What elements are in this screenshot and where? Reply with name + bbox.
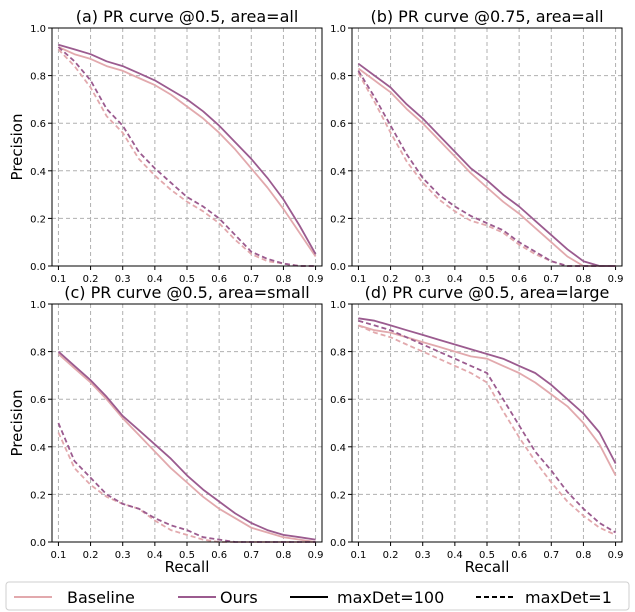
x-tick-label: 0.4 xyxy=(147,274,163,285)
x-tick-label: 0.3 xyxy=(115,550,131,561)
x-tick-label: 0.9 xyxy=(608,550,624,561)
y-tick-label: 0.8 xyxy=(330,72,346,83)
y-tick-label: 0.4 xyxy=(30,167,46,178)
chart-title: (a) PR curve @0.5, area=all xyxy=(76,7,299,26)
x-tick-label: 0.2 xyxy=(83,550,99,561)
x-tick-label: 0.6 xyxy=(211,274,227,285)
series-line-baseline-solid xyxy=(357,67,616,267)
x-tick-label: 0.1 xyxy=(350,274,366,285)
y-tick-label: 0.6 xyxy=(30,119,46,130)
series-line-baseline-solid xyxy=(58,46,317,258)
series-line-baseline-dashed xyxy=(357,72,616,267)
y-tick-label: 0.6 xyxy=(330,119,346,130)
x-tick-label: 0.8 xyxy=(275,550,291,561)
x-tick-label: 0.5 xyxy=(479,274,495,285)
series-line-ours-solid xyxy=(57,350,316,541)
y-axis-label: Precision xyxy=(8,114,26,181)
chart-panel: 0.0 0.2 0.4 0.6 0.8 1.0 0.1 0.2 0.3 0.4 0.5 0.6 0.7 0… xyxy=(330,7,623,285)
plot-frame xyxy=(51,27,323,267)
x-tick-label: 0.6 xyxy=(511,550,527,561)
y-tick-label: 0.0 xyxy=(30,262,46,273)
x-axis-label: Recall xyxy=(165,558,210,576)
x-tick-label: 0.9 xyxy=(608,274,624,285)
x-tick-label: 0.9 xyxy=(308,550,324,561)
x-tick-label: 0.1 xyxy=(350,550,366,561)
x-tick-label: 0.8 xyxy=(575,274,591,285)
x-tick-label: 0.2 xyxy=(383,274,399,285)
x-tick-label: 0.8 xyxy=(575,550,591,561)
x-tick-label: 0.4 xyxy=(147,550,163,561)
chart-title: (b) PR curve @0.75, area=all xyxy=(370,7,603,26)
y-tick-label: 0.8 xyxy=(30,348,46,359)
series-line-baseline-solid xyxy=(358,324,617,476)
series-line-ours-dashed xyxy=(57,46,316,267)
chart-panel: 0.0 0.2 0.4 0.6 0.8 1.0 0.1 0.2 0.3 0.4 0.5 0.6 0.7 0… xyxy=(8,7,324,285)
y-tick-label: 0.8 xyxy=(330,348,346,359)
x-tick-label: 0.3 xyxy=(115,274,131,285)
x-tick-label: 0.7 xyxy=(243,550,259,561)
y-tick-label: 0.4 xyxy=(330,167,346,178)
x-tick-label: 0.7 xyxy=(543,274,559,285)
y-tick-label: 0.2 xyxy=(30,490,46,501)
x-tick-label: 0.1 xyxy=(50,274,66,285)
chart-panel: 0.0 0.2 0.4 0.6 0.8 1.0 0.1 0.2 0.3 0.4 0.5 0.6 0.7 0… xyxy=(330,283,623,576)
y-tick-label: 1.0 xyxy=(330,24,346,35)
chart-title: (d) PR curve @0.5, area=large xyxy=(365,283,610,302)
legend: Baseline Ours maxDet=100 maxDet=1 xyxy=(5,581,630,611)
series-line-ours-dashed xyxy=(57,422,316,543)
series-line-ours-solid xyxy=(58,43,317,255)
x-tick-label: 0.3 xyxy=(415,274,431,285)
y-axis-label: Precision xyxy=(8,390,26,457)
series-line-baseline-dashed xyxy=(57,48,316,267)
series-line-baseline-solid xyxy=(57,353,316,543)
x-tick-label: 0.5 xyxy=(179,274,195,285)
legend-label-ours: Ours xyxy=(220,588,258,607)
y-tick-label: 0.0 xyxy=(30,538,46,549)
y-tick-label: 1.0 xyxy=(30,300,46,311)
y-tick-label: 0.2 xyxy=(30,214,46,225)
legend-label-baseline: Baseline xyxy=(67,588,135,607)
y-tick-label: 1.0 xyxy=(330,300,346,311)
y-tick-label: 0.8 xyxy=(30,72,46,83)
x-tick-label: 0.2 xyxy=(383,550,399,561)
x-tick-label: 0.6 xyxy=(511,274,527,285)
legend-label-dashed: maxDet=1 xyxy=(525,588,612,607)
series-line-baseline-dashed xyxy=(358,324,616,536)
legend-label-solid: maxDet=100 xyxy=(337,588,444,607)
y-tick-label: 0.6 xyxy=(30,395,46,406)
x-tick-label: 0.1 xyxy=(50,550,66,561)
x-tick-label: 0.7 xyxy=(243,274,259,285)
x-tick-label: 0.4 xyxy=(447,550,463,561)
x-tick-label: 0.5 xyxy=(179,550,195,561)
x-tick-label: 0.2 xyxy=(83,274,99,285)
y-tick-label: 0.4 xyxy=(330,443,346,454)
y-tick-label: 0.2 xyxy=(330,214,346,225)
plot-frame xyxy=(51,303,323,543)
series-line-ours-dashed xyxy=(358,319,617,534)
x-tick-label: 0.3 xyxy=(415,550,431,561)
x-tick-label: 0.6 xyxy=(211,550,227,561)
x-tick-label: 0.9 xyxy=(308,274,324,285)
x-axis-label: Recall xyxy=(465,558,510,576)
chart-title: (c) PR curve @0.5, area=small xyxy=(64,283,309,302)
chart-panel: 0.0 0.2 0.4 0.6 0.8 1.0 0.1 0.2 0.3 0.4 0.5 0.6 0.7 0… xyxy=(8,283,324,576)
series-line-ours-dashed xyxy=(357,70,616,267)
x-tick-label: 0.7 xyxy=(543,550,559,561)
y-tick-label: 0.6 xyxy=(330,395,346,406)
series-line-ours-solid xyxy=(357,62,616,267)
x-tick-label: 0.8 xyxy=(275,274,291,285)
series-line-ours-solid xyxy=(358,317,617,464)
y-tick-label: 0.4 xyxy=(30,443,46,454)
plot-frame xyxy=(351,303,623,543)
y-tick-label: 0.0 xyxy=(330,262,346,273)
plot-frame xyxy=(351,27,623,267)
y-tick-label: 0.0 xyxy=(330,538,346,549)
x-tick-label: 0.4 xyxy=(447,274,463,285)
y-tick-label: 1.0 xyxy=(30,24,46,35)
x-tick-label: 0.5 xyxy=(479,550,495,561)
y-tick-label: 0.2 xyxy=(330,490,346,501)
